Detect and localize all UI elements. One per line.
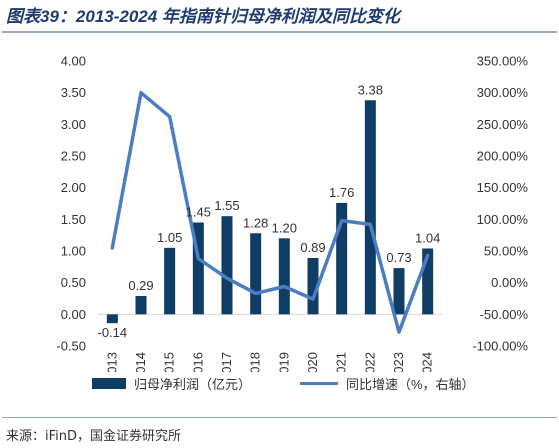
chart-legend: 归母净利润（亿元） 同比增速（%，右轴）	[0, 374, 559, 396]
y-left-tick-label: 4.00	[61, 54, 86, 69]
x-category-label: 2018	[248, 352, 263, 372]
bar-net-profit	[164, 247, 176, 315]
bar-net-profit	[221, 216, 233, 315]
x-category-label: 2014	[133, 352, 148, 372]
bar-data-label: 1.28	[243, 215, 268, 230]
bar-data-label: 1.05	[157, 230, 182, 245]
bar-data-label: -0.14	[98, 325, 128, 340]
source-note: 来源：iFinD，国金证券研究所	[6, 429, 182, 444]
bar-net-profit	[336, 202, 348, 315]
x-category-label: 2022	[362, 352, 377, 372]
y-right-tick-label: 150.00%	[477, 180, 529, 195]
bar-data-label: 1.45	[186, 205, 211, 220]
bar-net-profit	[135, 295, 147, 315]
y-right-tick-label: 0.00%	[491, 275, 528, 290]
legend-item-net-profit: 归母净利润（亿元）	[92, 374, 251, 393]
y-right-tick-label: 200.00%	[477, 149, 529, 164]
bar-net-profit	[393, 268, 405, 315]
y-right-tick-label: 50.00%	[484, 244, 529, 259]
y-left-tick-label: -0.50	[56, 339, 86, 354]
bar-net-profit	[250, 233, 262, 315]
x-category-label: 2024	[420, 352, 435, 372]
bar-data-label: 1.04	[415, 230, 440, 245]
bar-data-label: 3.38	[358, 82, 383, 97]
x-category-label: 2021	[334, 352, 349, 372]
y-left-tick-label: 0.50	[61, 275, 86, 290]
legend-net-profit-label: 归母净利润（亿元）	[134, 377, 252, 392]
y-left-tick-label: 2.00	[61, 180, 86, 195]
bar-data-label: 0.89	[300, 240, 325, 255]
x-category-label: 2016	[190, 352, 205, 372]
x-category-label: 2013	[104, 352, 119, 372]
y-left-tick-label: 3.00	[61, 117, 86, 132]
legend-line-swatch	[300, 382, 338, 385]
y-left-tick-label: 2.50	[61, 149, 86, 164]
x-category-label: 2015	[162, 352, 177, 372]
line-yoy-growth	[110, 90, 430, 334]
footer-divider	[2, 417, 557, 418]
bar-net-profit	[278, 238, 290, 315]
x-category-label: 2017	[219, 352, 234, 372]
y-right-tick-label: 100.00%	[477, 212, 529, 227]
x-category-label: 2020	[305, 352, 320, 372]
y-right-tick-label: -50.00%	[480, 307, 529, 322]
y-left-tick-label: 0.00	[61, 307, 86, 322]
y-right-tick-label: 300.00%	[477, 85, 529, 100]
title-divider	[2, 31, 557, 33]
y-left-tick-label: 1.00	[61, 244, 86, 259]
y-right-tick-label: 350.00%	[477, 54, 529, 69]
bar-data-label: 1.55	[214, 198, 239, 213]
legend-item-yoy-growth: 同比增速（%，右轴）	[300, 374, 475, 393]
bar-data-label: 1.20	[272, 220, 297, 235]
x-category-label: 2019	[276, 352, 291, 372]
bar-data-label: 0.29	[128, 278, 153, 293]
bar-net-profit	[192, 222, 204, 315]
legend-yoy-growth-label: 同比增速（%，右轴）	[346, 377, 475, 392]
bar-data-label: 0.73	[386, 250, 411, 265]
bar-data-label: 1.76	[329, 185, 354, 200]
bar-net-profit	[422, 248, 434, 315]
y-right-tick-label: -100.00%	[472, 339, 528, 354]
y-left-tick-label: 3.50	[61, 85, 86, 100]
chart-canvas: 4.00 3.50 3.00 2.50 2.00 1.50 1.00 0.50 0.00 -0.5…	[56, 54, 529, 373]
y-right-tick-label: 250.00%	[477, 117, 529, 132]
bar-net-profit	[307, 257, 319, 315]
legend-bar-swatch	[92, 378, 126, 389]
y-left-tick-label: 1.50	[61, 212, 86, 227]
x-category-label: 2023	[391, 352, 406, 372]
figure-title: 图表39：2013-2024 年指南针归母净利润及同比变化	[6, 7, 400, 26]
bar-net-profit	[364, 100, 376, 315]
bar-net-profit	[106, 314, 118, 324]
